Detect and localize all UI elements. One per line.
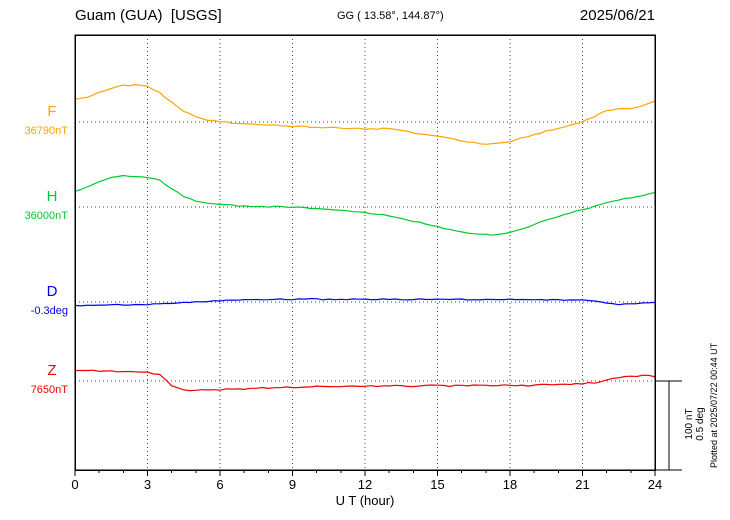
- plot-frame: [74, 34, 656, 471]
- series-baseline-F: 36790nT: [24, 125, 68, 137]
- trace-D: [74, 298, 656, 307]
- trace-Z: [74, 369, 656, 392]
- x-tick-label: 9: [289, 477, 296, 492]
- plotted-note: Plotted at 2025/07/22 00:44 UT: [709, 342, 719, 468]
- scale-bracket: [656, 380, 682, 471]
- series-letter-Z: Z: [47, 362, 57, 379]
- station-coordinates: GG ( 13.58°, 144.87°): [337, 10, 444, 22]
- series-letter-H: H: [46, 188, 58, 205]
- series-baseline-H: 36000nT: [24, 210, 68, 222]
- x-tick-label: 24: [648, 477, 662, 492]
- scale-label-deg: 0.5 deg: [695, 407, 706, 440]
- baseline-lines: [75, 121, 655, 382]
- x-tick-label: 21: [575, 477, 589, 492]
- trace-F: [74, 83, 656, 145]
- x-tick-label: 6: [216, 477, 223, 492]
- x-axis-ticks: [74, 470, 656, 476]
- trace-H: [74, 174, 656, 236]
- series-letter-F: F: [47, 103, 57, 120]
- x-tick-label: 15: [430, 477, 444, 492]
- x-tick-label: 0: [71, 477, 78, 492]
- x-tick-label: 3: [144, 477, 151, 492]
- series-letter-D: D: [46, 283, 58, 300]
- x-tick-label: 18: [503, 477, 517, 492]
- series-baseline-Z: 7650nT: [30, 384, 68, 396]
- series-baseline-D: -0.3deg: [30, 305, 68, 317]
- station-title: Guam (GUA) [USGS]: [75, 7, 222, 24]
- scale-label-nt: 100 nT: [684, 408, 695, 439]
- gridlines: [147, 35, 583, 470]
- plot-date: 2025/06/21: [579, 7, 655, 24]
- x-tick-label: 12: [358, 477, 372, 492]
- x-tick-labels: 0 3 6 9 12 15 18 21 24: [71, 477, 662, 492]
- traces: [74, 83, 656, 392]
- x-axis-label: U T (hour): [336, 493, 395, 508]
